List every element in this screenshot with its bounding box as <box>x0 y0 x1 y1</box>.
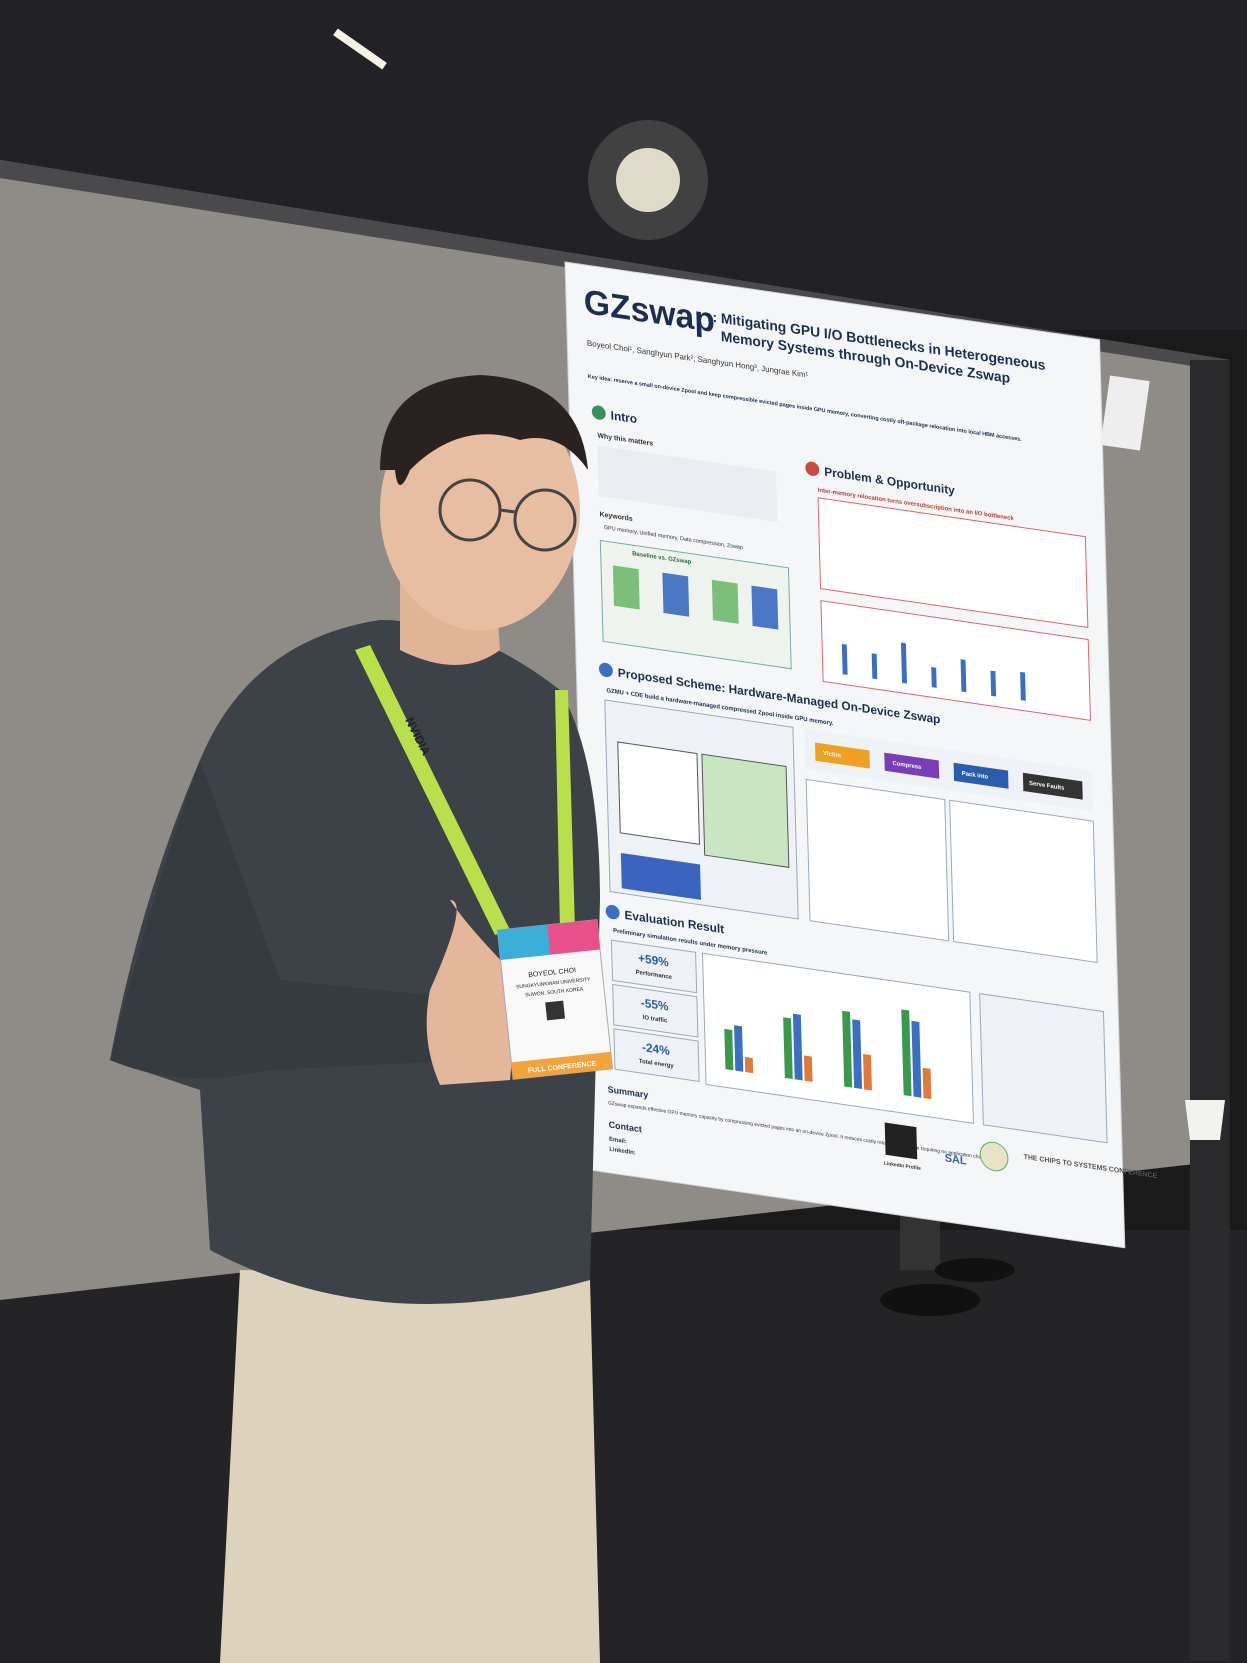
qr-label: LinkedIn Profile <box>884 1161 921 1172</box>
result-label: Total energy <box>639 1059 675 1070</box>
circle-shape <box>513 488 577 552</box>
result-value: -24% <box>642 1040 670 1058</box>
g-shape: +59%Performance -55%IO traffic -24%Total e… <box>610 939 700 1083</box>
rect-shape <box>545 1000 566 1021</box>
rect-shape <box>662 572 690 617</box>
result-box <box>610 939 698 994</box>
rect-shape <box>751 585 779 630</box>
result-value: +59% <box>638 951 669 970</box>
ellipse-shape <box>935 1258 1015 1282</box>
rect-shape <box>863 1054 872 1091</box>
g-shape: Victim Compress Pack into Serve Faults <box>814 742 1083 800</box>
rect-shape <box>1190 360 1230 1660</box>
result-label: IO traffic <box>643 1015 668 1025</box>
rect-shape <box>617 741 700 845</box>
rect-shape <box>783 1017 793 1079</box>
rect-shape <box>1100 375 1150 451</box>
rect-shape <box>724 1028 734 1071</box>
rect-shape <box>792 1013 803 1081</box>
path-shape <box>555 690 575 930</box>
rect-shape <box>814 742 870 769</box>
rect-shape <box>805 778 950 942</box>
circle-shape <box>616 148 680 212</box>
rect-shape <box>0 1230 1247 1663</box>
ellipse-shape <box>880 1284 980 1316</box>
flow-step: Compress <box>892 761 922 771</box>
path-shape <box>426 900 520 1085</box>
contact-email: Email: <box>609 1137 627 1146</box>
path-shape <box>355 645 510 935</box>
g-shape <box>841 642 1026 701</box>
rect-shape <box>842 1010 853 1088</box>
flow-step: Serve Faults <box>1029 781 1065 792</box>
section-heading: Intro <box>610 408 637 426</box>
rect-shape <box>884 1122 918 1160</box>
result-label: Performance <box>636 970 673 981</box>
rect-shape <box>599 539 792 670</box>
cup <box>1185 1100 1225 1140</box>
rect-shape <box>901 1009 912 1097</box>
rect-shape <box>911 1020 922 1098</box>
rect-shape <box>931 666 937 688</box>
badge: BOYEOL CHOI SUNGKYUNKWAN UNIVERSITY SUWO… <box>496 919 614 1080</box>
rect-shape <box>871 653 878 680</box>
line-shape <box>499 508 516 514</box>
path-shape <box>220 1270 600 1663</box>
rect-shape <box>1022 772 1083 800</box>
badge-name: BOYEOL CHOI <box>528 967 576 979</box>
rect-shape <box>817 497 1089 629</box>
person <box>110 375 600 1663</box>
rect-shape <box>990 670 997 697</box>
flow-step: Victim <box>823 751 841 760</box>
path-shape <box>380 375 588 485</box>
circle-shape <box>588 120 708 240</box>
rect-shape <box>511 1051 613 1080</box>
rect-shape <box>597 445 778 523</box>
flow-step: Pack into <box>962 771 989 781</box>
subheading: Keywords <box>600 511 633 523</box>
rect-shape <box>612 565 640 610</box>
circle-shape <box>598 662 613 678</box>
result-box <box>612 983 699 1038</box>
poster: GZswap : Mitigating GPU I/O Bottlenecks … <box>564 261 1158 1249</box>
path-shape <box>110 760 480 1078</box>
rect-shape <box>841 643 848 675</box>
rect-shape <box>900 642 908 684</box>
g-shape <box>724 1009 932 1100</box>
rect-shape <box>497 924 551 960</box>
circle-shape <box>591 405 606 420</box>
rect-shape <box>701 753 790 868</box>
result-box <box>613 1028 700 1083</box>
rect-shape <box>960 659 967 693</box>
rect-shape <box>852 1019 863 1090</box>
path-shape <box>110 620 600 1304</box>
rect-shape <box>979 993 1108 1144</box>
rect-shape <box>922 1067 932 1100</box>
contact-linkedin: LinkedIn: <box>609 1147 636 1157</box>
rect-shape <box>734 1025 744 1072</box>
rect-shape <box>949 799 1098 964</box>
rect-shape <box>803 1055 813 1082</box>
rect-shape <box>804 728 1093 812</box>
rect-shape <box>1020 671 1026 701</box>
result-value: -55% <box>641 996 669 1014</box>
circle-shape <box>805 461 820 476</box>
rect-shape <box>953 762 1009 789</box>
rect-shape <box>884 752 940 779</box>
rect-shape <box>744 1056 754 1074</box>
contact-heading: Contact <box>609 1120 642 1135</box>
lab-logo: SAL <box>945 1152 967 1167</box>
circle-shape <box>979 1141 1009 1172</box>
circle-shape <box>605 904 620 920</box>
rect-shape <box>333 28 387 70</box>
rect-shape <box>620 852 702 900</box>
rect-shape <box>711 579 739 624</box>
